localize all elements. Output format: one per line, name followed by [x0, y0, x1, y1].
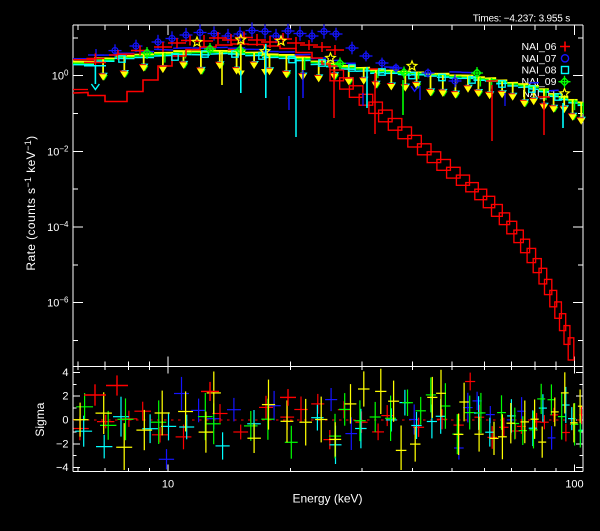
svg-text:Energy (keV): Energy (keV)	[292, 492, 362, 506]
svg-text:Sigma: Sigma	[33, 402, 47, 436]
svg-text:10: 10	[162, 479, 174, 491]
svg-text:NAI_07: NAI_07	[521, 53, 556, 65]
svg-text:100: 100	[565, 479, 583, 491]
svg-text:2: 2	[62, 391, 68, 403]
svg-text:NAI_08: NAI_08	[521, 65, 556, 77]
svg-text:4: 4	[62, 367, 68, 379]
svg-text:0: 0	[62, 415, 68, 427]
svg-text:Times: −4.237: 3.955 s: Times: −4.237: 3.955 s	[473, 14, 570, 25]
svg-text:−4: −4	[56, 462, 69, 474]
svg-text:−2: −2	[56, 438, 69, 450]
svg-text:NAI_06: NAI_06	[521, 41, 556, 53]
svg-text:Rate (counts s−1 keV−1): Rate (counts s−1 keV−1)	[23, 135, 38, 270]
